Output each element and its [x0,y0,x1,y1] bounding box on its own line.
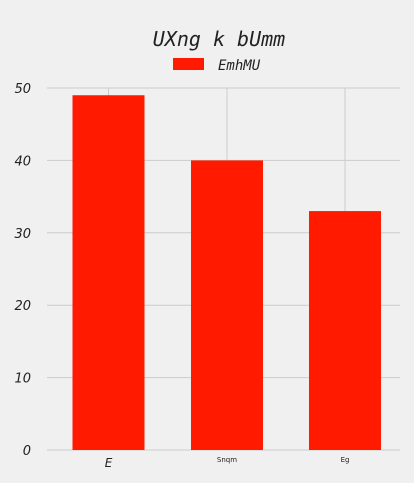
y-tick-label-30: 30 [14,227,31,242]
bar-eg [309,211,381,450]
chart-title: UXng k bUmm [153,27,285,51]
y-tick-label-50: 50 [14,82,31,97]
x-tick-label-e: E [105,456,113,470]
x-tick-label-snqm: Snqm [217,456,237,464]
legend-label-emhmu: EmhMU [218,58,261,74]
x-tick-label-eg: Eg [341,456,350,464]
bar-snqm [191,160,263,450]
legend: EmhMU [173,58,261,74]
y-tick-label-20: 20 [14,299,31,314]
bars [72,95,381,451]
y-tick-label-10: 10 [14,372,31,387]
x-axis-ticks: E Snqm Eg [105,456,350,470]
y-axis-ticks: 0 10 20 30 40 50 [14,82,31,459]
y-tick-label-40: 40 [14,154,31,169]
y-tick-label-0: 0 [23,444,31,459]
legend-swatch [173,58,204,70]
bar-e [72,95,145,451]
